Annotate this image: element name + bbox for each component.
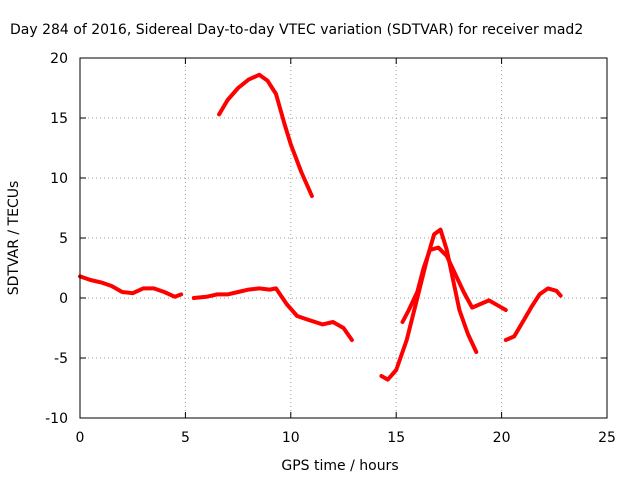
y-tick-label: -10: [45, 411, 68, 427]
series-arc-5: [400, 245, 508, 324]
data-series: [78, 72, 563, 382]
x-tick-label: 25: [598, 430, 616, 446]
series-arc-2: [191, 286, 354, 342]
series-arc-1: [78, 274, 184, 299]
series-arc-6: [503, 286, 563, 342]
x-tick-label: 10: [282, 430, 300, 446]
x-tick-label: 5: [181, 430, 190, 446]
x-tick-labels: 0 5 10 15 20 25: [76, 430, 616, 446]
series-arc-4: [379, 227, 479, 382]
y-axis-label: SDTVAR / TECUs: [6, 181, 22, 296]
series-arc-3: [217, 72, 314, 198]
x-tick-label: 0: [76, 430, 85, 446]
y-tick-labels: -10 -5 0 5 10 15 20: [45, 51, 68, 427]
y-tick-label: 10: [50, 171, 68, 187]
axis-ticks: [79, 57, 608, 419]
x-tick-label: 20: [493, 430, 511, 446]
chart-title: Day 284 of 2016, Sidereal Day-to-day VTE…: [10, 22, 583, 38]
x-tick-label: 15: [387, 430, 405, 446]
grid-lines: [80, 58, 607, 418]
y-tick-label: 20: [50, 51, 68, 67]
y-tick-label: 15: [50, 111, 68, 127]
y-tick-label: 0: [59, 291, 68, 307]
y-tick-label: 5: [59, 231, 68, 247]
x-axis-label: GPS time / hours: [281, 458, 398, 474]
y-tick-label: -5: [54, 351, 68, 367]
